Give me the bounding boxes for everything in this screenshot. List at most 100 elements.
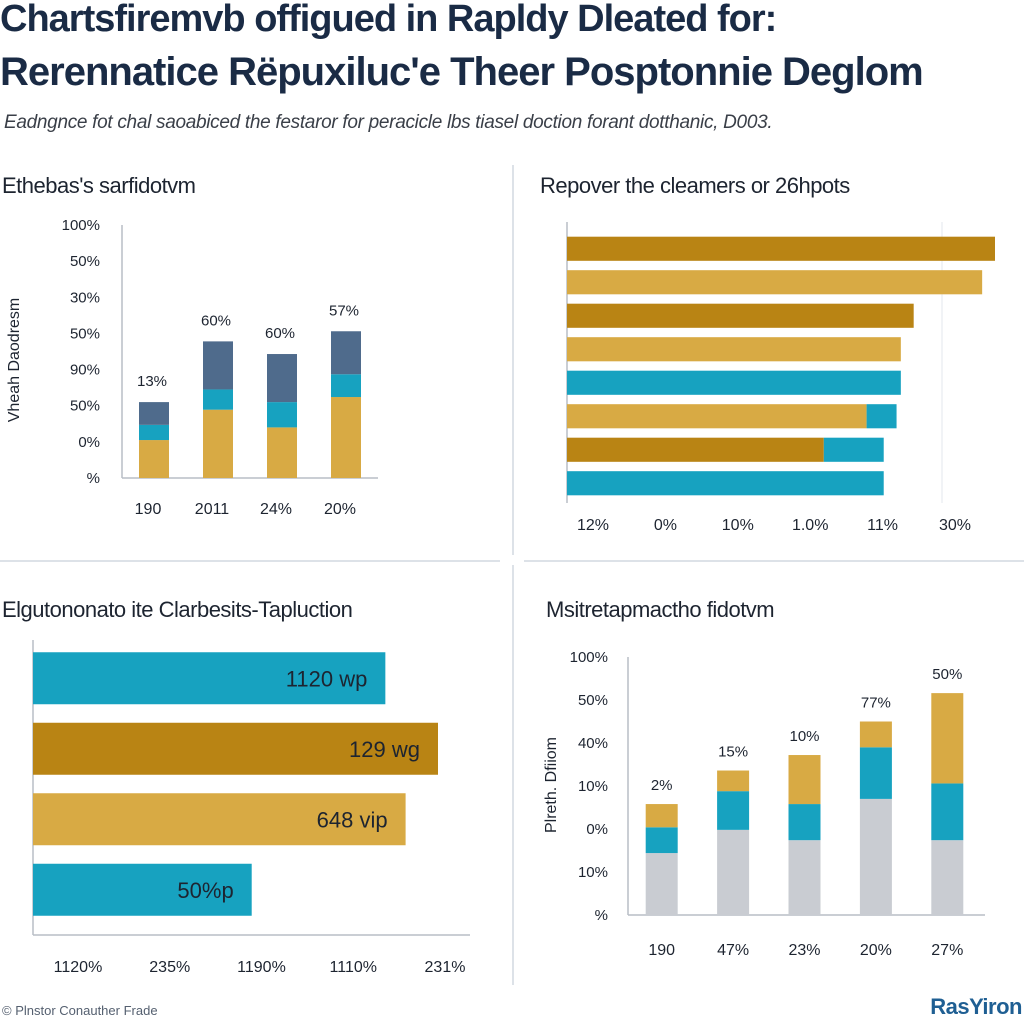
chart-4-y-tick-label: 10% [578, 864, 608, 881]
chart-4-bar-segment-teal [931, 783, 964, 841]
chart-1-bar-segment-blue [331, 331, 361, 375]
chart-4-x-tick-label: 23% [788, 942, 820, 959]
chart-1-x-tick-label: 2011 [195, 501, 230, 518]
page-subtitle: Eadngnce fot chal saoabiced the festaror… [4, 112, 773, 133]
chart-4-x-tick-label: 47% [717, 942, 749, 959]
chart-3-bar-teal [33, 863, 252, 916]
chart-4-title: Msitretapmactho fidotvm [546, 597, 775, 622]
chart-3-bar-dark_gold [33, 722, 438, 775]
chart-4-y-tick-label: 40% [578, 735, 608, 752]
chart-4-bar-segment-gold [859, 721, 892, 748]
chart-4-bar-segment-teal [645, 827, 678, 854]
panel-divider-vertical-top [512, 165, 514, 555]
chart-4-y-tick-label: 0% [586, 821, 608, 838]
chart-3-bar-value-label: 50%p [177, 878, 233, 903]
chart-1-data-label: 60% [265, 325, 295, 342]
chart-1-bar-segment-teal [331, 374, 361, 398]
chart-1-bar-segment-gold [331, 397, 361, 478]
chart-2-bar-dark_gold [567, 236, 995, 261]
chart-4-data-label: 15% [718, 744, 748, 761]
chart-4-x-tick-label: 20% [860, 942, 892, 959]
chart-1-bar-segment-gold [203, 409, 233, 478]
chart-1-y-tick-label: 90% [70, 362, 100, 379]
panel-divider-horizontal-left [0, 560, 500, 562]
chart-4-bar-segment-grey [788, 840, 821, 915]
chart-2-bar-gold [567, 404, 867, 429]
chart-1-y-tick-label: 100% [62, 217, 100, 234]
chart-2-x-tick-label: 12% [577, 517, 609, 534]
chart-2-bar-dark_gold [567, 303, 914, 328]
chart-4-bar-segment-teal [859, 747, 892, 799]
chart-4-data-label: 10% [789, 728, 819, 745]
chart-2-bar-teal [866, 404, 897, 429]
chart-3-bar-value-label: 129 wg [349, 737, 420, 762]
chart-1-y-tick-label: 0% [78, 434, 100, 451]
chart-1-y-tick-label: 30% [70, 289, 100, 306]
chart-4-data-label: 2% [651, 777, 673, 794]
brand-logo-text: RasYiron [930, 994, 1022, 1019]
chart-3-bar-value-label: 1120 wp [286, 666, 368, 691]
chart-1-x-tick-label: 24% [260, 501, 292, 518]
chart-2-x-tick-label: 10% [722, 517, 754, 534]
chart-3-bar-value-label: 648 vip [317, 807, 388, 832]
chart-1-y-axis-label: Vheah Daodresm [6, 298, 23, 423]
chart-1-data-label: 13% [137, 373, 167, 390]
chart-2-bar-dark_gold [567, 437, 824, 462]
chart-1-y-tick-label: 50% [70, 253, 100, 270]
chart-2-bar-gold [567, 337, 901, 362]
page-title-line-2: Rerennatice Rëpuxiluc'e Theer Posptonnie… [0, 50, 924, 94]
chart-4-y-tick-label: % [595, 907, 608, 924]
chart-2-x-tick-label: 1.0% [792, 517, 828, 534]
chart-4-bar-segment-teal [788, 804, 821, 841]
chart-1-x-tick-label: 20% [324, 501, 356, 518]
chart-2-bar-teal [567, 471, 884, 496]
chart-4-bar-segment-teal [717, 791, 750, 830]
chart-1-y-tick-label: 50% [70, 325, 100, 342]
chart-4-y-tick-label: 50% [578, 692, 608, 709]
chart-4-x-tick-label: 27% [931, 942, 963, 959]
chart-4-bar-segment-gold [931, 693, 964, 784]
chart-4-data-label: 77% [861, 695, 891, 712]
chart-1-bar-segment-teal [203, 389, 233, 410]
chart-2-bar-teal [823, 437, 884, 462]
chart-1-x-tick-label: 190 [135, 501, 162, 518]
chart-3-x-tick-label: 1190% [237, 959, 286, 976]
chart-1-y-tick-label: % [87, 470, 100, 487]
chart-2-x-tick-label: 30% [939, 517, 971, 534]
chart-1-bar-segment-gold [267, 427, 297, 478]
chart-1-bar-segment-blue [203, 341, 233, 390]
chart-3-x-tick-label: 1120% [54, 959, 103, 976]
chart-3-x-tick-label: 231% [425, 959, 466, 976]
chart-1-bar-segment-blue [267, 354, 297, 403]
chart-1-y-tick-label: 50% [70, 398, 100, 415]
chart-1-bar-segment-gold [139, 440, 169, 478]
chart-1-bar-segment-teal [139, 424, 169, 441]
chart-4-data-label: 50% [932, 666, 962, 683]
chart-4-bar-segment-gold [788, 755, 821, 805]
chart-4-y-tick-label: 10% [578, 778, 608, 795]
chart-4-bar-segment-grey [645, 853, 678, 915]
chart-3-bar-teal [33, 652, 386, 705]
footer-note: © Plnstor Conauther Frade [2, 1003, 158, 1018]
chart-2-bar-teal [567, 370, 901, 395]
chart-1-bar-segment-teal [267, 402, 297, 428]
chart-2-x-tick-label: 0% [654, 517, 677, 534]
panel-divider-vertical-bottom [512, 565, 514, 985]
chart-2-title: Repover the cleamers or 26hpots [540, 173, 850, 198]
chart-3-bar-gold [33, 793, 406, 846]
chart-2-bar-gold [567, 270, 983, 295]
chart-4-y-tick-label: 100% [570, 649, 608, 666]
chart-1-title: Ethebas's sarfidotvm [2, 173, 196, 198]
chart-4-bar-segment-gold [717, 770, 750, 792]
chart-3-x-tick-label: 1110% [330, 959, 377, 976]
chart-4-bar-segment-grey [717, 829, 750, 915]
chart-3-x-tick-label: 235% [149, 959, 190, 976]
chart-4-bar-segment-grey [931, 840, 964, 915]
chart-1-bar-segment-blue [139, 402, 169, 425]
chart-1-data-label: 60% [201, 312, 231, 329]
chart-2-x-tick-label: 11% [867, 517, 898, 534]
chart-4-bar-segment-gold [645, 804, 678, 828]
